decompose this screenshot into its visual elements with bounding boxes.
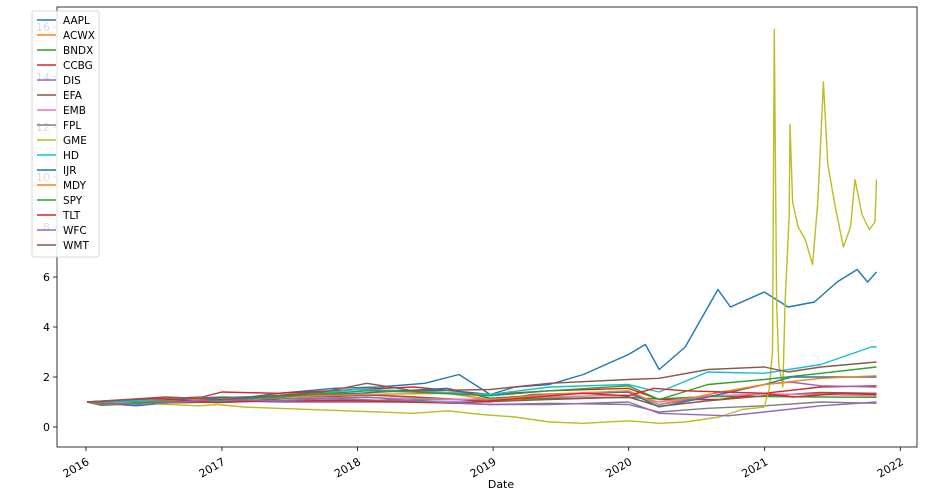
x-tick-label: 2019	[468, 455, 499, 480]
y-tick-label: 2	[43, 371, 50, 384]
x-tick-label: 2016	[61, 455, 92, 480]
legend-label: IJR	[63, 165, 77, 177]
y-tick-label: 4	[43, 321, 50, 334]
series-line-gme	[87, 28, 878, 424]
legend-label: TLT	[62, 210, 81, 222]
x-axis: 2016 2017 2018 2019 2020 2021 2022	[61, 447, 906, 481]
legend-label: AAPL	[63, 15, 90, 27]
legend-label: MDY	[63, 180, 87, 192]
legend-label: EMB	[63, 105, 86, 117]
x-tick-label: 2018	[332, 455, 363, 480]
legend-label: EFA	[63, 90, 83, 102]
series-line-wmt	[87, 361, 877, 403]
series-layer	[86, 28, 878, 424]
x-tick-label: 2022	[875, 455, 906, 480]
y-tick-label: 6	[43, 271, 50, 284]
y-tick-label: 0	[43, 421, 50, 434]
legend-label: CCBG	[63, 60, 93, 72]
legend-label: SPY	[63, 195, 83, 207]
legend-label: WMT	[63, 240, 89, 252]
legend-label: DIS	[63, 75, 81, 87]
x-tick-label: 2021	[739, 455, 770, 480]
legend-box	[31, 10, 100, 258]
legend-label: GME	[63, 135, 87, 147]
legend-label: HD	[63, 150, 79, 162]
x-tick-label: 2017	[197, 455, 228, 480]
x-axis-label: Date	[488, 478, 515, 491]
legend-label: BNDX	[63, 45, 93, 57]
legend-label: WFC	[63, 225, 87, 237]
legend-label: ACWX	[63, 30, 95, 42]
legend: AAPL ACWX BNDX CCBG DIS EFA EMB FPL GME HD IJR MDY S…	[31, 10, 100, 258]
legend-label: FPL	[63, 120, 81, 132]
x-tick-label: 2020	[603, 455, 634, 480]
series-line-tlt	[87, 387, 877, 404]
